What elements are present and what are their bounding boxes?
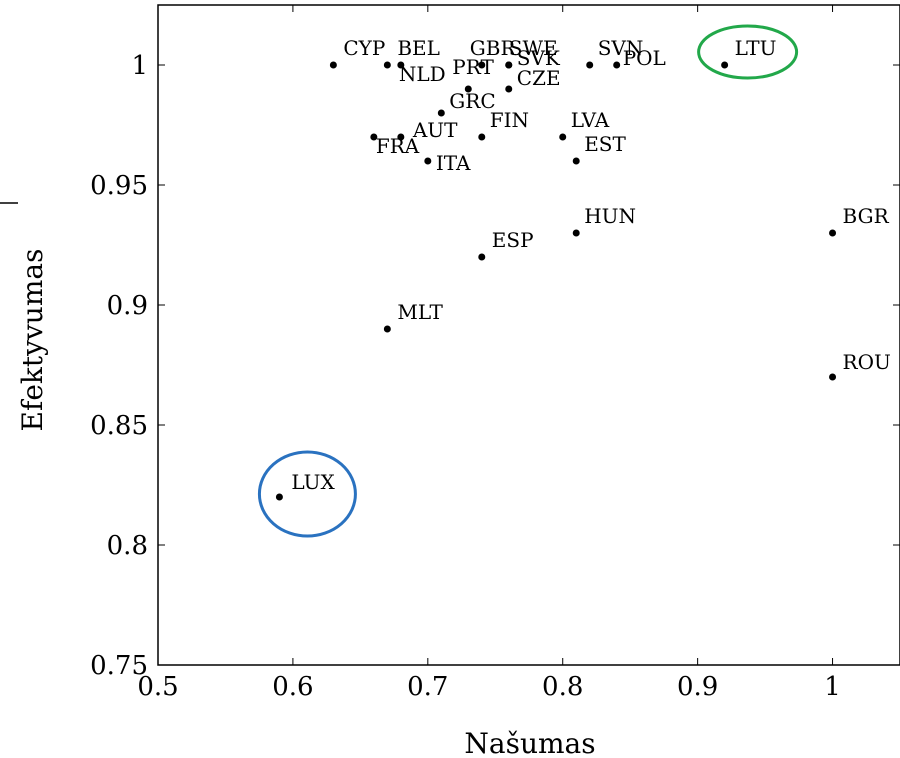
axis-tick-labels: 0.5 0.6 0.7 0.8 0.9 1 0.75 0.8 0.85 0.9 0.95 1 [90, 51, 841, 702]
data-point-svn [586, 61, 594, 69]
y-tick-label: 1 [131, 51, 148, 81]
x-axis-title: Našumas [464, 727, 595, 758]
point-label-lva: LVA [571, 108, 610, 132]
data-point-hun [572, 229, 580, 237]
highlight-ltu [697, 24, 799, 80]
point-label-mlt: MLT [397, 300, 443, 324]
data-point-gbr [478, 61, 486, 69]
point-label-esp: ESP [492, 228, 534, 252]
data-point-nld [397, 61, 405, 69]
point-label-pol: POL [623, 46, 666, 70]
data-point-ltu [721, 61, 729, 69]
point-label-bel: BEL [397, 36, 440, 60]
data-point-bgr [829, 229, 837, 237]
y-tick-label: 0.75 [90, 651, 148, 681]
x-tick-label: 0.8 [542, 672, 583, 702]
point-label-nld: NLD [399, 62, 446, 86]
point-label-swe: SWE [509, 36, 558, 60]
x-tick-label: 0.9 [677, 672, 718, 702]
point-label-est: EST [584, 132, 626, 156]
axis-ticks [157, 5, 900, 666]
data-point-fin [478, 133, 486, 141]
point-label-aut: AUT [412, 118, 458, 142]
data-point-cyp [329, 61, 337, 69]
data-point-fra [370, 133, 378, 141]
point-label-fra: FRA [376, 134, 420, 158]
point-label-rou: ROU [843, 350, 891, 374]
point-label-bgr: BGR [843, 204, 890, 228]
data-point-grc [437, 109, 445, 117]
point-label-cyp: CYP [343, 36, 385, 60]
x-tick-label: 1 [824, 672, 841, 702]
point-label-svk: SVK [517, 46, 561, 70]
data-point-bel [383, 61, 391, 69]
point-label-hun: HUN [584, 204, 636, 228]
data-point-lux [275, 493, 283, 501]
point-label-ltu: LTU [735, 36, 777, 60]
y-tick-label: 0.85 [90, 411, 148, 441]
data-point-mlt [383, 325, 391, 333]
data-point-aut [397, 133, 405, 141]
x-tick-label: 0.7 [407, 672, 448, 702]
highlight-lux [257, 450, 357, 538]
point-label-lux: LUX [291, 470, 335, 494]
data-point-lva [559, 133, 567, 141]
point-label-grc: GRC [449, 89, 495, 113]
point-label-svn: SVN [598, 36, 644, 60]
plot-frame [157, 4, 900, 666]
point-label-prt: PRT [452, 55, 494, 79]
data-point-pol [613, 61, 621, 69]
data-point-est [572, 157, 580, 165]
y-axis-title: Efektyvumas [16, 249, 49, 432]
x-tick-label: 0.6 [272, 672, 313, 702]
highlight-circles [257, 24, 799, 538]
point-label-fin: FIN [490, 108, 529, 132]
point-label-ita: ITA [436, 151, 471, 175]
data-point-prt [464, 85, 472, 93]
y-tick-label: 0.8 [107, 531, 148, 561]
data-point-cze [505, 85, 513, 93]
point-label-gbr: GBR [470, 36, 517, 60]
data-point-esp [478, 253, 486, 261]
data-points [275, 61, 837, 501]
y-tick-label: 0.95 [90, 171, 148, 201]
data-point-svk [505, 61, 513, 69]
point-label-cze: CZE [517, 66, 561, 90]
x-tick-label: 0.5 [137, 672, 178, 702]
y-tick-label: 0.9 [107, 291, 148, 321]
data-point-rou [829, 373, 837, 381]
data-point-ita [424, 157, 432, 165]
